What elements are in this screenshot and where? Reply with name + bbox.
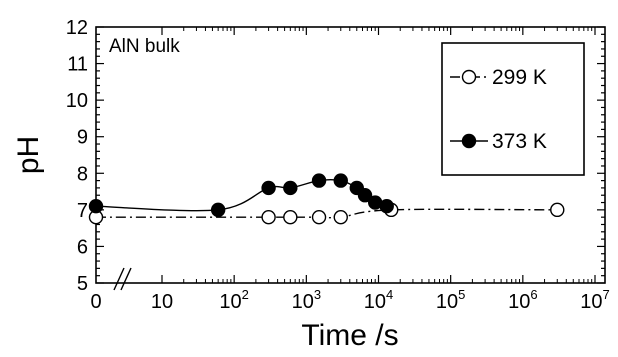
x-tick-label: 105	[436, 287, 465, 313]
series-2-point	[333, 173, 348, 188]
legend-label-1: 299 K	[492, 66, 547, 89]
legend-label-2: 373 K	[492, 130, 547, 153]
y-axis: 5 6 7 8 9 10 11 12	[66, 17, 605, 295]
x-axis-title: Time /s	[301, 319, 398, 352]
x-tick-label: 103	[292, 287, 321, 313]
x-tick-label: 10	[151, 291, 173, 313]
legend-marker-2	[461, 133, 477, 149]
series-1-point	[283, 209, 298, 225]
y-tick-label: 8	[77, 163, 88, 185]
legend-marker-1	[461, 69, 477, 85]
series-1-point	[550, 202, 565, 218]
axis-break-mark	[120, 267, 132, 291]
series-2-point	[210, 202, 226, 218]
series-2-point	[88, 198, 104, 214]
x-axis: 0 10 102 103 104 105 106 107	[90, 27, 610, 313]
series-line-1	[96, 208, 558, 219]
y-tick-label: 9	[77, 127, 88, 149]
y-axis-title: pH	[12, 136, 45, 174]
y-tick-label: 5	[77, 273, 88, 295]
x-tick-label: 106	[508, 287, 537, 313]
legend: 299 K 373 K	[441, 42, 585, 176]
y-tick-label: 6	[77, 236, 88, 258]
legend-box	[441, 42, 585, 176]
series-2-point	[379, 198, 394, 214]
series-2-point	[357, 188, 373, 203]
y-tick-label: 12	[66, 17, 88, 39]
series-2-point	[261, 180, 276, 196]
x-tick-label: 102	[219, 287, 248, 313]
plot-frame	[95, 26, 606, 284]
y-tick-label: 10	[66, 90, 88, 112]
axis-break-mark	[113, 267, 125, 291]
annotation-text: AlN bulk	[109, 36, 180, 57]
series-2-point	[283, 180, 298, 196]
x-tick-label: 104	[364, 287, 393, 313]
series-layer	[88, 173, 565, 225]
y-tick-label: 7	[77, 200, 88, 222]
y-tick-label: 11	[67, 54, 88, 76]
series-1-point	[333, 209, 348, 225]
x-tick-label: 0	[90, 291, 101, 313]
series-1-point	[261, 209, 276, 225]
series-2-point	[311, 173, 327, 188]
x-tick-label: 107	[580, 287, 609, 313]
series-1-point	[311, 209, 327, 225]
